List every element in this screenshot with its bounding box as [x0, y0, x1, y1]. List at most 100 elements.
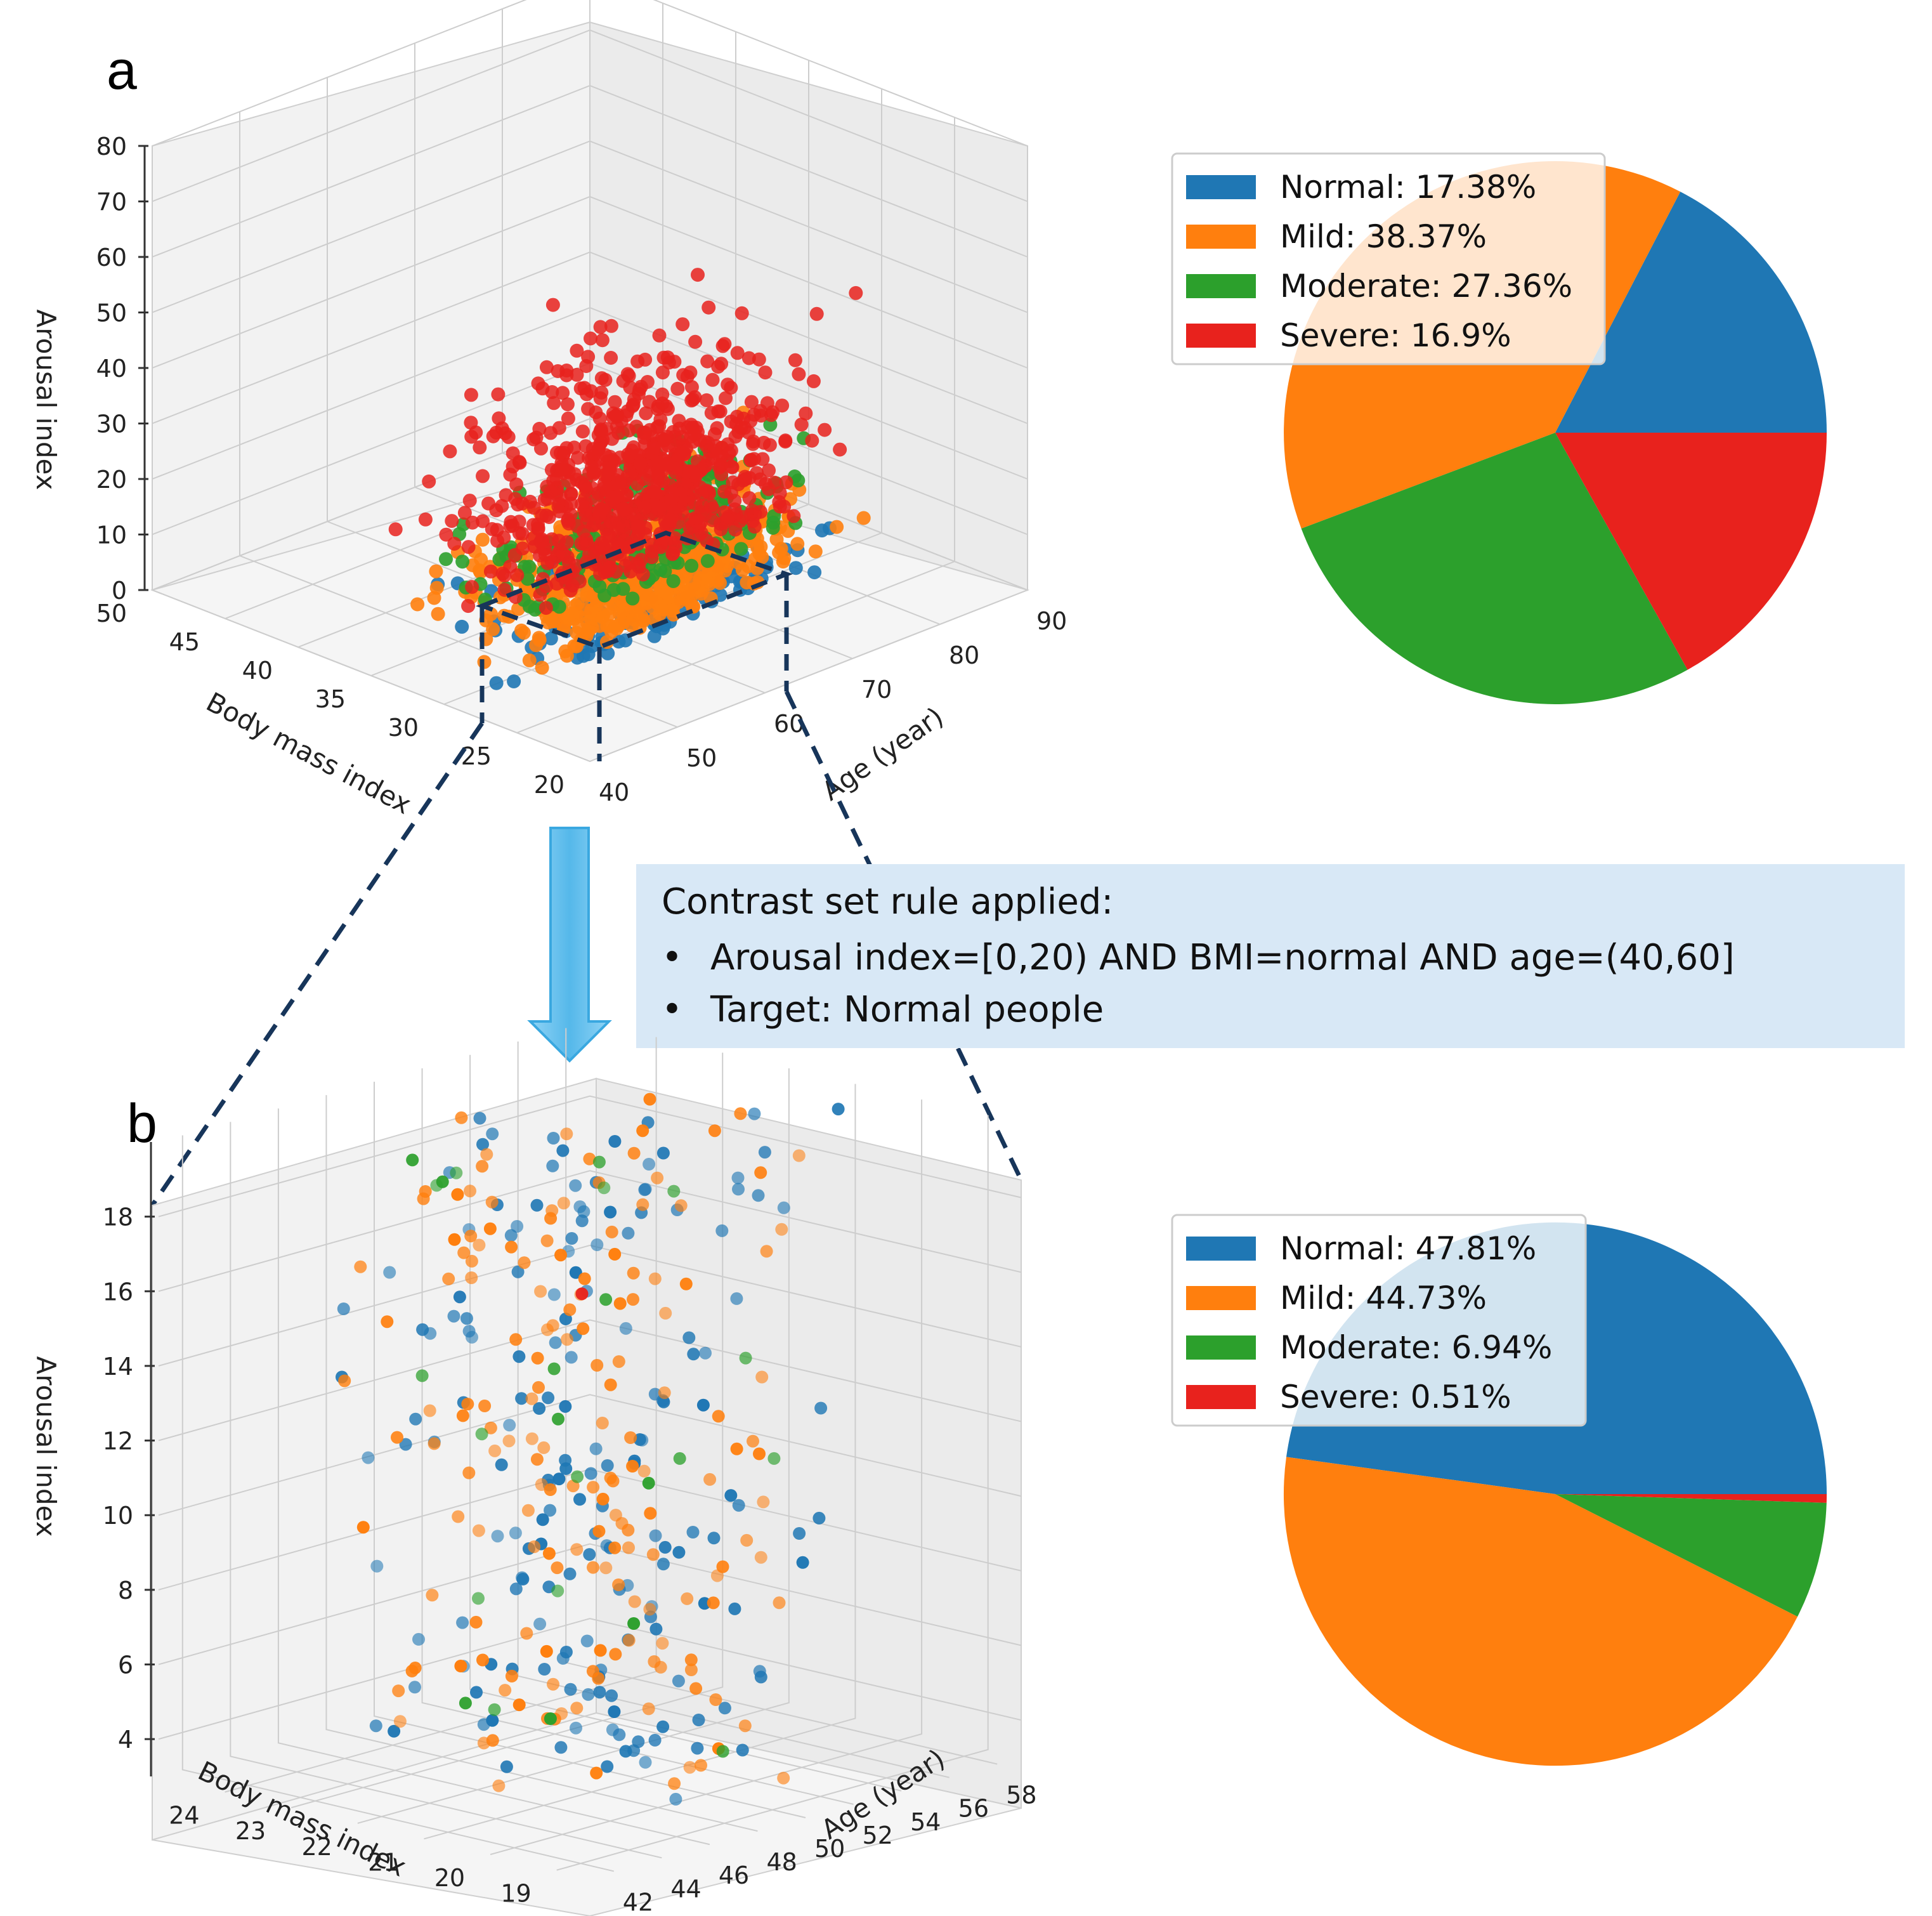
point-moderate: [767, 1452, 781, 1465]
point-mild: [622, 1634, 636, 1647]
point-mild: [499, 1684, 512, 1697]
z-tick-label: 16: [103, 1278, 133, 1306]
point-mild: [338, 1374, 351, 1388]
point-normal: [533, 1402, 546, 1415]
legend-label-mild: Mild: 44.73%: [1280, 1280, 1487, 1316]
point-mild: [612, 1355, 625, 1368]
point-severe: [547, 396, 561, 410]
point-severe: [652, 419, 667, 433]
gridline-x: [325, 1095, 758, 1832]
point-severe: [638, 425, 652, 440]
point-severe: [570, 343, 584, 358]
point-severe: [601, 564, 615, 579]
point-severe: [778, 435, 793, 449]
point-mild: [410, 597, 425, 612]
point-severe: [486, 429, 500, 443]
scatter3d-chart-a: 0 10 20 30 40 50 60 70 80 50 45 40 35 30 25 20 40 50 60 70 8…: [30, 0, 1067, 820]
point-mild: [703, 1473, 717, 1486]
point-mild: [708, 1124, 721, 1138]
point-normal: [460, 1312, 473, 1325]
point-normal: [577, 1205, 591, 1218]
point-severe: [618, 534, 632, 548]
point-moderate: [430, 1179, 443, 1192]
point-severe: [553, 446, 568, 460]
point-severe: [476, 514, 490, 528]
point-mild: [558, 644, 573, 659]
point-mild: [617, 603, 631, 617]
chart-b-back-pane-right: [596, 1077, 1022, 1809]
point-normal: [455, 619, 469, 634]
point-normal: [611, 634, 626, 649]
x-tick-label: 56: [958, 1795, 989, 1823]
legend-swatch-severe: [1186, 324, 1256, 348]
point-mild: [640, 596, 654, 610]
point-severe: [465, 515, 480, 530]
point-severe: [688, 334, 703, 349]
point-mild: [486, 1734, 499, 1747]
point-mild: [454, 1660, 467, 1672]
pie-slice-severe: [1555, 1494, 1827, 1503]
point-mild: [512, 1698, 526, 1712]
point-moderate: [544, 1712, 557, 1725]
point-mild: [393, 1715, 407, 1728]
point-severe: [742, 491, 757, 506]
point-severe: [604, 318, 618, 333]
point-mild: [683, 1761, 696, 1774]
point-severe: [536, 542, 551, 556]
point-severe: [775, 398, 790, 413]
point-severe: [758, 476, 773, 491]
legend-swatch-mild: [1186, 225, 1256, 249]
point-mild: [587, 1561, 599, 1574]
point-severe: [585, 459, 599, 474]
x-tick-label: 54: [910, 1808, 941, 1836]
point-severe: [507, 548, 522, 562]
point-severe: [584, 384, 598, 398]
point-severe: [556, 547, 571, 561]
point-normal: [621, 1578, 634, 1592]
point-normal: [606, 1723, 619, 1736]
point-mild: [484, 1421, 497, 1434]
point-normal: [538, 1663, 551, 1676]
legend-label-severe: Severe: 16.9%: [1280, 317, 1511, 354]
point-severe: [544, 485, 558, 499]
gridline-x: [421, 1068, 854, 1805]
point-severe: [581, 350, 596, 364]
point-mild: [608, 1541, 622, 1554]
gridline-y: [290, 1053, 724, 1809]
point-mild: [473, 1238, 486, 1252]
point-severe: [575, 1287, 589, 1301]
point-mild: [464, 1184, 476, 1198]
x-tick-label: 50: [814, 1835, 845, 1863]
point-normal: [591, 1238, 604, 1251]
point-severe: [529, 430, 544, 445]
point-severe: [637, 501, 652, 515]
point-severe: [698, 435, 712, 449]
point-mild: [646, 1548, 660, 1561]
point-mild: [596, 1417, 609, 1429]
point-mild: [747, 1434, 759, 1448]
y-tick-label: 23: [235, 1817, 266, 1845]
point-moderate: [766, 521, 780, 535]
point-severe: [700, 534, 714, 548]
point-mild: [586, 1665, 599, 1678]
point-normal: [547, 1132, 560, 1145]
point-severe: [616, 502, 630, 517]
gridline-x: [230, 1122, 662, 1859]
point-normal: [593, 1686, 606, 1699]
point-normal: [503, 1419, 516, 1432]
point-normal: [573, 1493, 586, 1506]
point-mild: [570, 1543, 584, 1556]
point-mild: [408, 1662, 422, 1674]
point-severe: [700, 393, 714, 407]
point-severe: [531, 376, 545, 391]
point-severe: [577, 478, 592, 492]
point-severe: [758, 365, 773, 380]
point-mild: [773, 1596, 786, 1610]
legend-label-normal: Normal: 47.81%: [1280, 1230, 1536, 1267]
point-mild: [563, 1303, 577, 1316]
point-moderate: [599, 1293, 613, 1306]
point-mild: [521, 1504, 535, 1517]
point-severe: [792, 367, 806, 381]
point-severe: [492, 411, 506, 426]
point-severe: [469, 425, 483, 440]
